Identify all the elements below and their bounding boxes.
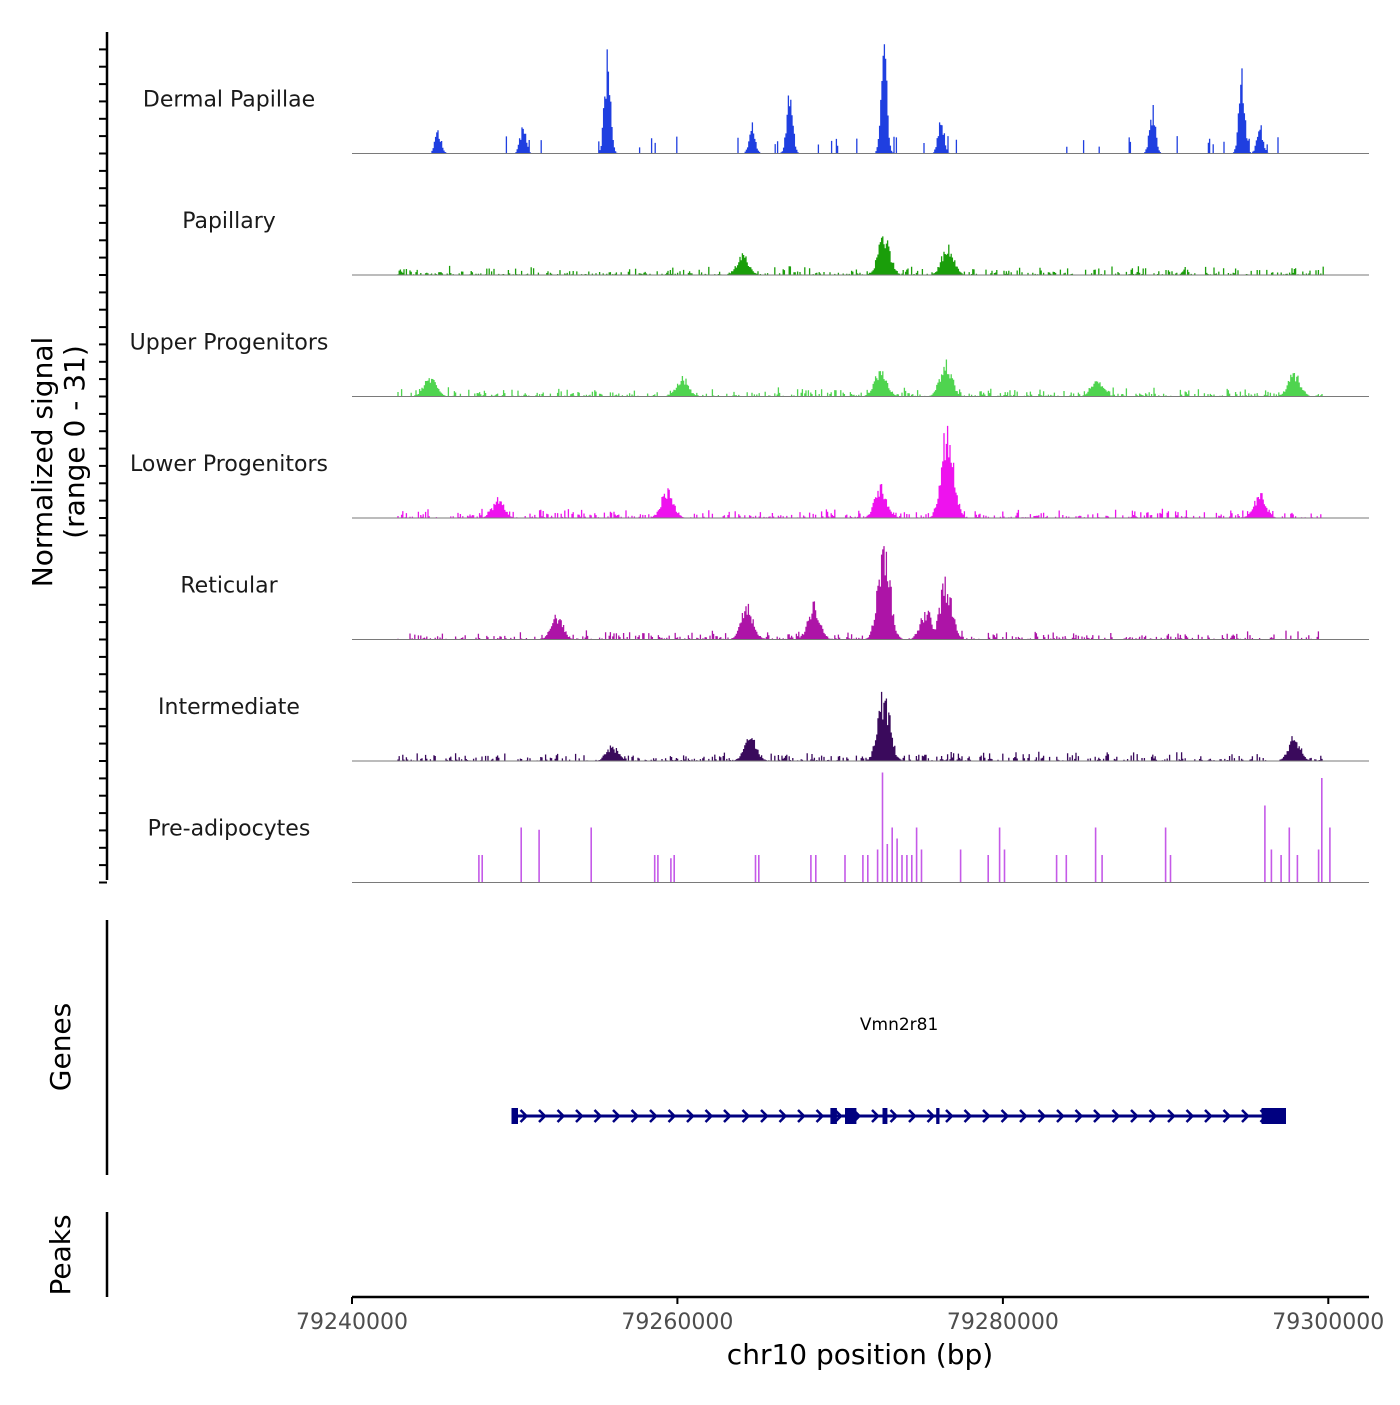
strand-arrow-icon — [686, 1109, 695, 1123]
y-axis-label-line2: (range 0 - 31) — [58, 345, 91, 539]
coverage-signal — [397, 359, 1323, 397]
peaks-track-label: Peaks — [44, 1214, 77, 1295]
strand-arrow-icon — [556, 1109, 566, 1123]
strand-arrow-icon — [1074, 1109, 1084, 1123]
y-axis-label-line1: Normalized signal — [26, 337, 59, 588]
strand-arrow-icon — [593, 1109, 603, 1123]
strand-arrow-icon — [760, 1109, 769, 1123]
gene-track: Vmn2r81 — [511, 1015, 1286, 1124]
strand-arrow-icon — [1222, 1109, 1232, 1123]
strand-arrow-icon — [926, 1109, 936, 1123]
coverage-tracks: Dermal Papillae Papillary Upper Progenitor… — [130, 44, 1369, 883]
strand-arrow-icon — [1037, 1109, 1047, 1123]
track-label: Lower Progenitors — [130, 452, 328, 477]
strand-arrow-icon — [649, 1109, 658, 1123]
track-dermal-papillae: Dermal Papillae — [143, 44, 1369, 154]
strand-arrow-icon — [704, 1109, 714, 1123]
strand-arrow-icon — [797, 1109, 806, 1123]
gene-exon — [830, 1108, 837, 1124]
strand-arrow-icon — [834, 1109, 843, 1123]
coverage-signal — [397, 691, 1323, 761]
gene-name-label: Vmn2r81 — [860, 1015, 938, 1035]
track-papillary: Papillary — [182, 209, 1369, 276]
track-label: Dermal Papillae — [143, 88, 315, 113]
strand-arrow-icon — [1000, 1109, 1010, 1123]
strand-arrow-icon — [741, 1109, 751, 1123]
track-lower-progenitors: Lower Progenitors — [130, 425, 1369, 519]
strand-arrow-icon — [519, 1109, 529, 1123]
track-upper-progenitors: Upper Progenitors — [130, 331, 1369, 397]
strand-arrow-icon — [723, 1109, 732, 1123]
strand-arrow-icon — [982, 1109, 991, 1123]
genes-track-label: Genes — [44, 1003, 77, 1091]
strand-arrow-icon — [1167, 1109, 1176, 1123]
coverage-signal — [397, 425, 1322, 518]
x-tick-label: 79300000 — [1272, 1310, 1384, 1335]
gene-exon — [511, 1108, 518, 1124]
strand-arrow-icon — [575, 1109, 584, 1123]
strand-arrow-icon — [630, 1109, 640, 1123]
track-label: Pre-adipocytes — [148, 817, 311, 842]
strand-arrow-icon — [1130, 1109, 1139, 1123]
strand-arrow-icon — [778, 1109, 788, 1123]
strand-arrow-icon — [1148, 1109, 1158, 1123]
track-label: Papillary — [182, 209, 276, 234]
strand-arrow-icon — [945, 1109, 954, 1123]
coverage-signal — [397, 546, 1320, 640]
strand-arrow-icon — [538, 1109, 547, 1123]
strand-arrow-icon — [1111, 1109, 1121, 1123]
x-tick-label: 79280000 — [947, 1310, 1059, 1335]
x-axis-label: chr10 position (bp) — [727, 1338, 993, 1371]
gene-exon — [1261, 1108, 1286, 1124]
strand-arrow-icon — [815, 1109, 825, 1123]
track-intermediate: Intermediate — [158, 691, 1369, 762]
strand-arrow-icon — [612, 1109, 621, 1123]
strand-arrow-icon — [889, 1109, 899, 1123]
strand-arrow-icon — [871, 1109, 880, 1123]
coverage-y-axis — [99, 32, 109, 884]
coverage-signal — [397, 236, 1324, 275]
track-reticular: Reticular — [180, 546, 1369, 640]
track-pre-adipocytes: Pre-adipocytes — [148, 772, 1369, 883]
track-label: Intermediate — [158, 695, 300, 720]
coverage-signal — [478, 772, 1331, 883]
strand-arrow-icon — [1241, 1109, 1250, 1123]
strand-arrow-icon — [1093, 1109, 1102, 1123]
strand-arrow-icon — [1019, 1109, 1028, 1123]
gene-exon — [882, 1108, 888, 1124]
x-tick-label: 79260000 — [621, 1310, 733, 1335]
x-axis: 79240000 79260000 79280000 79300000 — [296, 1295, 1384, 1335]
strand-arrow-icon — [963, 1109, 973, 1123]
gene-exon — [845, 1108, 857, 1124]
track-label: Upper Progenitors — [130, 331, 329, 356]
strand-arrow-icon — [1185, 1109, 1195, 1123]
strand-arrow-icon — [667, 1109, 677, 1123]
x-tick-label: 79240000 — [296, 1310, 408, 1335]
track-label: Reticular — [180, 574, 278, 599]
coverage-signal — [431, 44, 1279, 154]
strand-arrow-icon — [908, 1109, 917, 1123]
strand-arrow-icon — [1204, 1109, 1213, 1123]
gene-exon — [936, 1108, 940, 1124]
strand-arrow-icon — [1056, 1109, 1065, 1123]
